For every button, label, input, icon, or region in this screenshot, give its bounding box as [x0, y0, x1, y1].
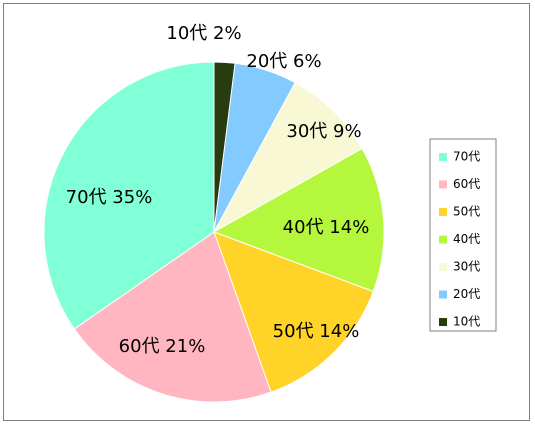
legend-label-10代: 10代 — [453, 315, 480, 329]
legend-box — [429, 138, 497, 332]
pie-slices — [43, 61, 385, 403]
pie-slice-40代 — [212, 147, 385, 293]
legend-label-60代: 60代 — [453, 177, 480, 191]
slice-label-10代: 10代 2% — [166, 23, 241, 44]
legend-swatch-30代 — [439, 263, 447, 271]
chart-frame: 10代 2% 20代 6% 30代 9% 40代 14% 50代 14% 60代 21% 7… — [3, 3, 530, 421]
pie-slice-50代 — [213, 231, 374, 393]
legend-swatch-40代 — [439, 235, 447, 244]
pie-slice-30代 — [212, 81, 363, 234]
legend-label-50代: 50代 — [453, 205, 480, 219]
slice-label-60代: 60代 21% — [119, 336, 206, 357]
legend-label-70代: 70代 — [453, 150, 480, 164]
pie-slice-60代 — [73, 231, 272, 403]
slice-labels: 10代 2%20代 6% 30代 9% 40代 14% 50代 14% 60代 21% 7… — [66, 23, 370, 357]
legend-swatch-10代 — [439, 318, 447, 326]
slice-label-40代: 40代 14% — [283, 217, 370, 238]
legend-swatch-50代 — [439, 208, 447, 216]
legend-swatch-60代 — [439, 180, 447, 189]
legend: 70代 60代 50代 40代 30代 20代 10代 — [429, 138, 497, 332]
slice-label-20代: 20代 6% — [246, 51, 321, 72]
slice-label-50代: 50代 14% — [273, 321, 360, 342]
legend-label-20代: 20代 — [453, 287, 480, 301]
legend-swatch-20代 — [439, 290, 447, 299]
legend-label-30代: 30代 — [453, 260, 480, 274]
slice-label-70代: 70代 35% — [66, 187, 153, 208]
pie-chart: 10代 2%20代 6% 30代 9% 40代 14% 50代 14% 60代 21% 7… — [43, 23, 497, 403]
pie-slice-70代 — [43, 61, 215, 330]
slice-label-30代: 30代 9% — [286, 121, 361, 142]
legend-label-40代: 40代 — [453, 232, 480, 246]
legend-swatch-70代 — [439, 153, 447, 161]
